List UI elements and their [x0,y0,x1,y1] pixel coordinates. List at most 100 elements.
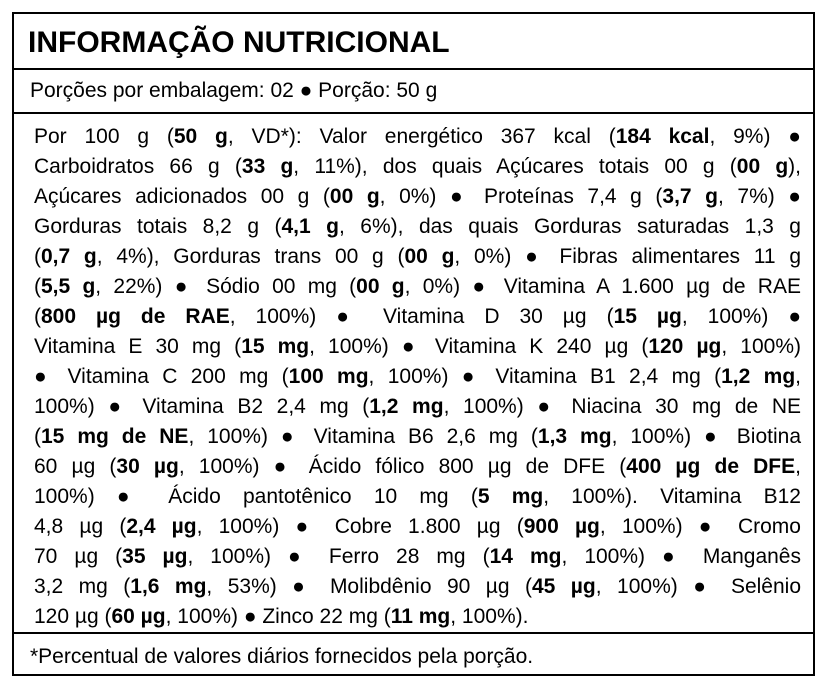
bold-run: 100 mg [288,365,369,388]
text-line: 100%) ● Vitamina B2 2,4 mg (1,2 mg, 100%… [34,392,801,422]
text-run: ( [34,425,41,448]
text-run: , 100%). Vitamina B12 [543,485,801,508]
text-run: , 100%) ● Vitamina B6 2,6 mg ( [188,425,538,448]
text-run: , 100%) [721,335,801,358]
text-run: , 100%) ● Zinco 22 mg ( [165,605,391,628]
text-run: 70 µg ( [34,545,123,568]
text-line: Carboidratos 66 g (33 g, 11%), dos quais… [34,152,801,182]
text-line: 120 µg (60 µg, 100%) ● Zinco 22 mg (11 m… [34,602,801,632]
text-run: , 7%) ● [718,185,801,208]
text-line: (800 µg de RAE, 100%) ● Vitamina D 30 µg… [34,302,801,332]
text-run: ( [34,245,41,268]
text-run: , VD*): Valor energético 367 kcal ( [227,125,616,148]
text-run: , 100%) ● Vitamina B1 2,4 mg ( [368,365,722,388]
bold-run: 900 µg [523,515,600,538]
nutrition-text: Por 100 g (50 g, VD*): Valor energético … [14,114,813,634]
bold-run: 15 µg [613,305,682,328]
text-run: , 0%) ● Vitamina A 1.600 µg de RAE [404,275,801,298]
bold-run: 33 g [241,155,294,178]
text-run: , 100%). [450,605,529,628]
text-run: 100%) ● Vitamina B2 2,4 mg ( [34,395,370,418]
text-run: , 100%) ● Ferro 28 mg ( [187,545,490,568]
bold-run: 35 µg [122,545,188,568]
text-run: ( [34,275,41,298]
text-line: ● Vitamina C 200 mg (100 mg, 100%) ● Vit… [34,362,801,392]
text-run: , 100%) ● Biotina [611,425,802,448]
text-run: , [795,455,801,478]
bold-run: 50 g [173,125,228,148]
text-line: 70 µg (35 µg, 100%) ● Ferro 28 mg (14 mg… [34,542,801,572]
bold-run: 30 µg [116,455,179,478]
text-line: 60 µg (30 µg, 100%) ● Ácido fólico 800 µ… [34,452,801,482]
text-line: (0,7 g, 4%), Gorduras trans 00 g (00 g, … [34,242,801,272]
bold-run: 15 mg [241,335,310,358]
text-run: ), [788,155,801,178]
text-run: , 53%) ● Molibdênio 90 µg ( [206,575,532,598]
text-run: , 0%) ● Fibras alimentares 11 g [454,245,802,268]
bold-run: 184 kcal [615,125,710,148]
text-run: 60 µg ( [34,455,117,478]
bold-run: 00 g [404,245,455,268]
bold-run: 4,1 g [281,215,339,238]
text-run: , 100%) ● Cobre 1.800 µg ( [196,515,524,538]
text-line: (5,5 g, 22%) ● Sódio 00 mg (00 g, 0%) ● … [34,272,801,302]
bold-run: 120 µg [648,335,722,358]
bold-run: 400 µg de DFE [626,455,796,478]
text-run: Gorduras totais 8,2 g ( [34,215,282,238]
bold-run: 00 g [356,275,405,298]
bold-run: 11 mg [390,605,451,628]
footnote: *Percentual de valores diários fornecido… [30,645,534,668]
text-run: , 100%) ● Vitamina D 30 µg ( [229,305,614,328]
text-run: 100%) ● Ácido pantotênico 10 mg ( [34,485,478,508]
text-run: , 100%) ● Selênio [595,575,802,598]
bold-run: 0,7 g [41,245,97,268]
text-run: , 6%), das quais Gorduras saturadas 1,3 … [338,215,801,238]
text-run: , 0%) ● Proteínas 7,4 g ( [379,185,663,208]
text-run: , 100%) ● Ácido fólico 800 µg de DFE ( [178,455,627,478]
text-run: Carboidratos 66 g ( [34,155,242,178]
text-line: Açúcares adicionados 00 g (00 g, 0%) ● P… [34,182,801,212]
text-run: 3,2 mg ( [34,575,131,598]
bold-run: 1,6 mg [130,575,207,598]
text-line: 3,2 mg (1,6 mg, 53%) ● Molibdênio 90 µg … [34,572,801,602]
bold-run: 00 g [329,185,380,208]
bold-run: 14 mg [489,545,562,568]
text-run: , 22%) ● Sódio 00 mg ( [95,275,357,298]
nutrition-label: INFORMAÇÃO NUTRICIONAL Porções por embal… [12,12,815,676]
text-run: , 11%), dos quais Açúcares totais 00 g ( [293,155,737,178]
bold-run: 3,7 g [662,185,718,208]
text-line: Gorduras totais 8,2 g (4,1 g, 6%), das q… [34,212,801,242]
bold-run: 00 g [736,155,789,178]
bold-run: 5 mg [477,485,544,508]
text-run: Por 100 g ( [34,125,174,148]
bold-run: 800 µg de RAE [41,305,230,328]
bold-run: 2,4 µg [126,515,197,538]
text-line: 4,8 µg (2,4 µg, 100%) ● Cobre 1.800 µg (… [34,512,801,542]
bold-run: 15 mg de NE [41,425,189,448]
text-run: , 100%) ● [681,305,801,328]
text-line: Vitamina E 30 mg (15 mg, 100%) ● Vitamin… [34,332,801,362]
bold-run: 45 µg [532,575,596,598]
text-run: Vitamina E 30 mg ( [34,335,242,358]
bold-run: 1,2 mg [721,365,796,388]
bold-run: 1,3 mg [537,425,612,448]
text-line: 100%) ● Ácido pantotênico 10 mg (5 mg, 1… [34,482,801,512]
text-run: , 9%) ● [709,125,801,148]
text-run: 4,8 µg ( [34,515,127,538]
text-run: , 100%) ● Cromo [599,515,801,538]
text-line: Por 100 g (50 g, VD*): Valor energético … [34,122,801,152]
text-run: , 100%) ● Manganês [561,545,801,568]
bold-run: 60 µg [111,605,166,628]
text-run: 120 µg ( [34,605,112,628]
servings: Porções por embalagem: 02 ● Porção: 50 g [14,70,813,114]
text-run: ● Vitamina C 200 mg ( [34,365,289,388]
bold-run: 5,5 g [41,275,96,298]
text-run: ( [34,305,41,328]
text-run: , 100%) ● Niacina 30 mg de NE [443,395,801,418]
bold-run: 1,2 mg [369,395,444,418]
text-run: , [795,365,801,388]
label-title: INFORMAÇÃO NUTRICIONAL [14,14,813,70]
text-run: Açúcares adicionados 00 g ( [34,185,330,208]
text-line: (15 mg de NE, 100%) ● Vitamina B6 2,6 mg… [34,422,801,452]
text-run: , 4%), Gorduras trans 00 g ( [96,245,405,268]
